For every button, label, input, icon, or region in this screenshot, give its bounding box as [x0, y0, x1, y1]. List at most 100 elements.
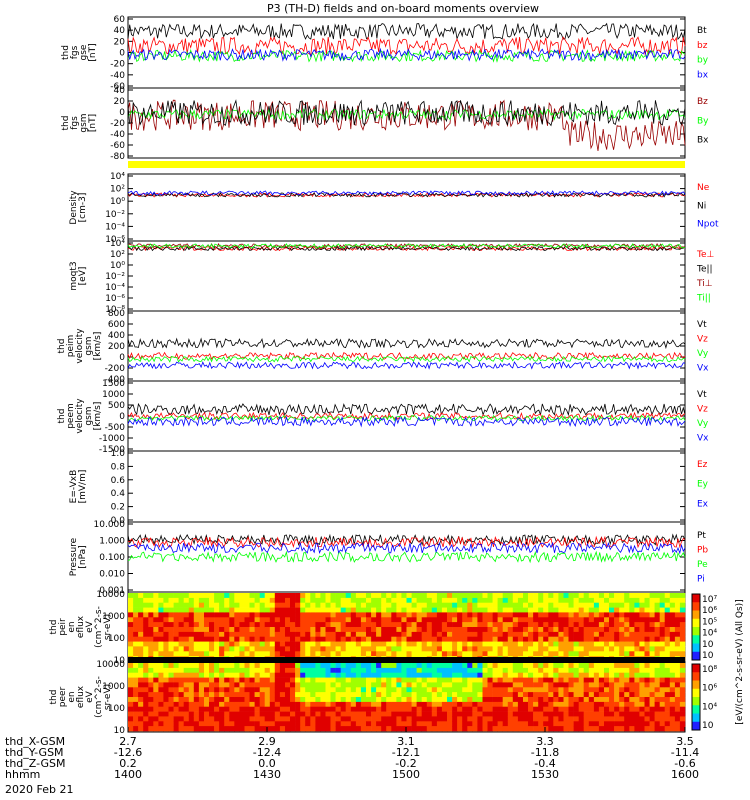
heatmap-cell	[508, 668, 513, 673]
heatmap-cell	[229, 726, 234, 731]
heatmap-cell	[133, 646, 138, 651]
heatmap-cell	[614, 678, 619, 683]
heatmap-cell	[346, 612, 351, 617]
heatmap-cell	[341, 617, 346, 622]
heatmap-cell	[503, 726, 508, 731]
heatmap-cell	[558, 716, 563, 721]
heatmap-cell	[558, 712, 563, 717]
heatmap-cell	[158, 687, 163, 692]
heatmap-cell	[163, 682, 168, 687]
heatmap-cell	[538, 663, 543, 668]
heatmap-cell	[412, 646, 417, 651]
heatmap-cell	[417, 646, 422, 651]
heatmap-cell	[179, 651, 184, 656]
heatmap-cell	[467, 712, 472, 717]
plot-title: P3 (TH-D) fields and on-board moments ov…	[267, 2, 539, 15]
heatmap-cell	[670, 702, 675, 707]
heatmap-cell	[650, 707, 655, 712]
heatmap-cell	[614, 716, 619, 721]
heatmap-cell	[437, 593, 442, 598]
heatmap-cell	[376, 603, 381, 608]
x-tick-label: 1500	[392, 768, 420, 781]
heatmap-cell	[290, 702, 295, 707]
heatmap-cell	[386, 668, 391, 673]
heatmap-cell	[184, 603, 189, 608]
heatmap-cell	[518, 637, 523, 642]
heatmap-cell	[639, 673, 644, 678]
heatmap-cell	[437, 612, 442, 617]
heatmap-cell	[331, 622, 336, 627]
heatmap-cell	[138, 651, 143, 656]
heatmap-cell	[189, 716, 194, 721]
heatmap-cell	[376, 697, 381, 702]
heatmap-cell	[214, 687, 219, 692]
heatmap-cell	[229, 663, 234, 668]
heatmap-cell	[224, 608, 229, 613]
heatmap-cell	[417, 598, 422, 603]
heatmap-cell	[148, 716, 153, 721]
heatmap-cell	[548, 682, 553, 687]
heatmap-cell	[214, 646, 219, 651]
colorbar-segment	[692, 611, 700, 620]
heatmap-cell	[290, 646, 295, 651]
heatmap-cell	[655, 632, 660, 637]
heatmap-cell	[229, 612, 234, 617]
heatmap-cell	[310, 687, 315, 692]
heatmap-cell	[553, 716, 558, 721]
heatmap-cell	[219, 697, 224, 702]
heatmap-cell	[153, 637, 158, 642]
heatmap-cell	[219, 712, 224, 717]
heatmap-cell	[569, 702, 574, 707]
heatmap-cell	[407, 622, 412, 627]
heatmap-cell	[331, 668, 336, 673]
heatmap-cell	[442, 697, 447, 702]
heatmap-cell	[386, 673, 391, 678]
heatmap-cell	[508, 651, 513, 656]
heatmap-cell	[523, 668, 528, 673]
heatmap-cell	[477, 668, 482, 673]
heatmap-cell	[412, 716, 417, 721]
heatmap-cell	[133, 721, 138, 726]
heatmap-cell	[214, 682, 219, 687]
heatmap-cell	[194, 603, 199, 608]
heatmap-cell	[508, 663, 513, 668]
heatmap-cell	[265, 692, 270, 697]
heatmap-cell	[472, 608, 477, 613]
heatmap-cell	[594, 678, 599, 683]
heatmap-cell	[346, 668, 351, 673]
heatmap-cell	[265, 678, 270, 683]
heatmap-cell	[513, 712, 518, 717]
heatmap-cell	[462, 622, 467, 627]
heatmap-cell	[655, 682, 660, 687]
heatmap-cell	[366, 593, 371, 598]
heatmap-cell	[462, 668, 467, 673]
heatmap-cell	[665, 637, 670, 642]
heatmap-cell	[184, 712, 189, 717]
heatmap-cell	[417, 687, 422, 692]
heatmap-cell	[670, 716, 675, 721]
heatmap-cell	[477, 642, 482, 647]
heatmap-cell	[508, 687, 513, 692]
heatmap-cell	[528, 608, 533, 613]
heatmap-cell	[645, 712, 650, 717]
heatmap-cell	[158, 598, 163, 603]
y-tick-label: 10²	[110, 185, 125, 195]
heatmap-cell	[624, 716, 629, 721]
heatmap-cell	[412, 632, 417, 637]
heatmap-cell	[558, 598, 563, 603]
heatmap-cell	[346, 702, 351, 707]
heatmap-cell	[513, 702, 518, 707]
colorbar-tick: 10⁶	[702, 606, 717, 616]
heatmap-cell	[483, 712, 488, 717]
heatmap-cell	[412, 692, 417, 697]
heatmap-cell	[599, 692, 604, 697]
heatmap-cell	[493, 637, 498, 642]
heatmap-cell	[518, 627, 523, 632]
heatmap-cell	[326, 651, 331, 656]
heatmap-cell	[224, 712, 229, 717]
heatmap-cell	[285, 712, 290, 717]
heatmap-cell	[457, 593, 462, 598]
heatmap-cell	[518, 593, 523, 598]
heatmap-cell	[391, 622, 396, 627]
heatmap-cell	[665, 627, 670, 632]
